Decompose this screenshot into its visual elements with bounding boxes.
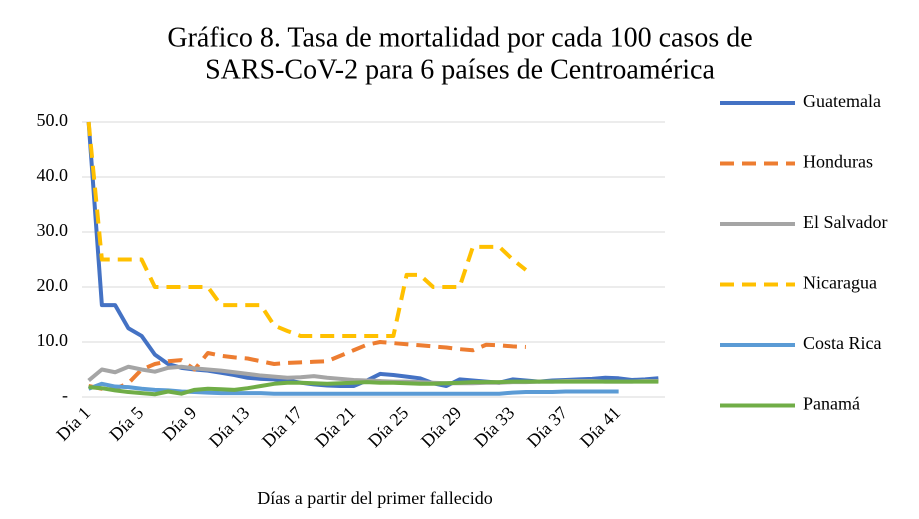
chart-title: SARS-CoV-2 para 6 países de Centroaméric… <box>205 54 715 85</box>
y-tick-label: 20.0 <box>37 275 69 295</box>
series-line <box>86 121 528 338</box>
x-tick-label: Día 33 <box>470 403 518 451</box>
chart-title: Gráfico 8. Tasa de mortalidad por cada 1… <box>167 22 752 53</box>
legend-label: Honduras <box>803 152 873 172</box>
series-line <box>86 121 659 388</box>
legend-label: Nicaragua <box>803 273 877 293</box>
x-tick-label: Día 13 <box>205 403 253 451</box>
x-tick-label: Día 21 <box>311 403 359 451</box>
x-tick-label: Día 25 <box>364 403 412 451</box>
x-tick-label: Día 37 <box>523 403 571 451</box>
legend-label: Panamá <box>803 394 860 414</box>
x-tick-label: Día 29 <box>417 403 465 451</box>
x-tick-label: Día 9 <box>158 403 200 445</box>
x-tick-label: Día 17 <box>258 403 306 451</box>
y-tick-label: 30.0 <box>37 220 69 240</box>
x-tick-label: Día 1 <box>52 403 94 445</box>
legend-label: El Salvador <box>803 212 887 232</box>
x-tick-label: Día 41 <box>576 403 624 451</box>
y-tick-label: - <box>62 385 68 405</box>
x-axis-title: Días a partir del primer fallecido <box>257 488 492 508</box>
y-tick-label: 50.0 <box>37 110 69 130</box>
x-tick-label: Día 5 <box>105 403 147 445</box>
legend-label: Costa Rica <box>803 333 882 353</box>
series-line <box>88 379 659 397</box>
y-tick-label: 40.0 <box>37 165 69 185</box>
y-tick-label: 10.0 <box>37 330 69 350</box>
legend-label: Guatemala <box>803 91 881 111</box>
